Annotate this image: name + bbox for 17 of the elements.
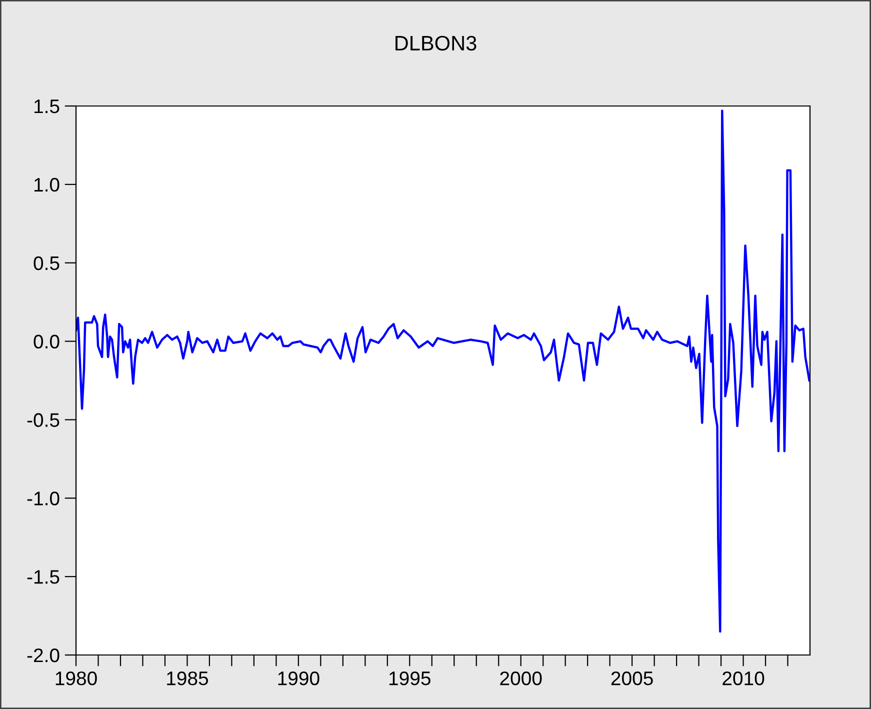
x-tick-label: 2005 bbox=[611, 671, 653, 686]
line-series bbox=[76, 110, 810, 633]
y-tick-label: -1.5 bbox=[27, 570, 60, 584]
y-tick-label: 0.0 bbox=[34, 334, 60, 349]
x-tick-label: 2010 bbox=[722, 671, 764, 686]
y-tick-label: -1.0 bbox=[27, 492, 60, 506]
x-tick-label: 1995 bbox=[389, 671, 430, 686]
y-tick-label: 1.0 bbox=[34, 178, 60, 192]
x-tick-label: 1980 bbox=[56, 671, 97, 686]
y-tick-label: -0.5 bbox=[27, 413, 60, 427]
x-tick-label: 2000 bbox=[500, 671, 542, 686]
x-tick-label: 1985 bbox=[167, 671, 208, 686]
y-tick-label: -2.0 bbox=[27, 648, 60, 662]
y-tick-label: 1.5 bbox=[34, 100, 60, 114]
chart-title: DLBON3 bbox=[396, 36, 476, 51]
x-tick-label: 1990 bbox=[278, 671, 320, 686]
y-tick-label: 0.5 bbox=[34, 256, 60, 270]
